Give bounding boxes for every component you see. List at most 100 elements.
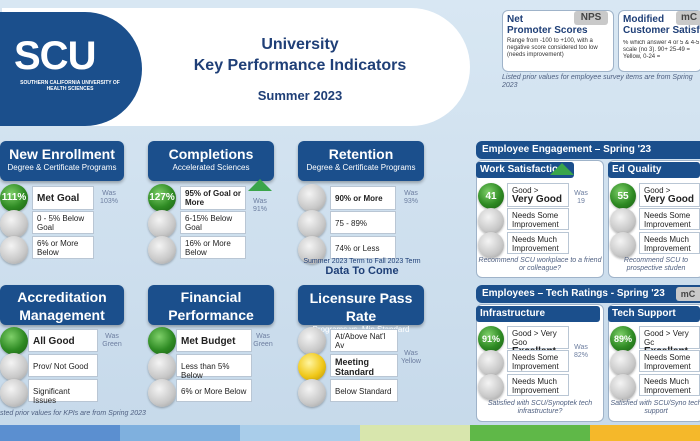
infra-yellow-light (478, 350, 504, 376)
completions-was: Was 91% (252, 198, 267, 213)
accreditation-row-3: Significant Issues (28, 379, 98, 405)
support-row-3: Needs Much Improvement (639, 374, 700, 396)
enrollment-row-3: 6% or More Below (32, 236, 94, 259)
tech-header: Employees – Tech Ratings - Spring '23 (476, 285, 700, 303)
prior-note-right: Listed prior values for employee survey … (502, 74, 693, 89)
work-row-2: Needs Some Improvement (507, 208, 569, 230)
nps-tag: NPS (574, 11, 608, 25)
retention-green-light (298, 184, 326, 212)
ed-yellow-light (610, 208, 636, 234)
accreditation-was: Was Green (102, 333, 122, 348)
bottom-strip-5 (470, 425, 590, 441)
completions-header: Completions Accelerated Sciences (148, 141, 274, 181)
licensure-row-3: Below Standard (330, 379, 398, 402)
title-line-2: Key Performance Indicators (193, 57, 407, 74)
bottom-strip-6 (590, 425, 700, 441)
enrollment-red-light (0, 236, 28, 264)
infra-red-light (478, 374, 504, 400)
completions-row-1: 95% of Goal or More (180, 186, 246, 210)
nps-description: Range from -100 to +100, with a negative… (507, 38, 598, 58)
accreditation-green-light (0, 327, 28, 355)
financial-header: Financial Performance (148, 285, 274, 325)
enrollment-row-1: Met Goal (32, 186, 94, 210)
financial-green-light (148, 327, 176, 355)
data-to-come: Data To Come (325, 265, 399, 277)
retention-footnote: Summer 2023 Term to Fall 2023 Term (303, 258, 421, 265)
licensure-row-2: Meeting Standard (330, 354, 398, 377)
completions-row-3: 16% or More Below (180, 236, 246, 259)
enrollment-yellow-light (0, 210, 28, 238)
ed-row-2: Needs Some Improvement (639, 208, 700, 230)
financial-row-3: 6% or More Below (176, 379, 252, 402)
tech-support-title: Tech Support (608, 306, 700, 322)
completions-yellow-light (148, 210, 176, 238)
accreditation-red-light (0, 379, 28, 407)
accreditation-yellow-light (0, 353, 28, 381)
title-line-1: University (261, 36, 339, 53)
work-red-light (478, 232, 504, 258)
retention-was: Was 93% (403, 190, 418, 205)
completions-green-light: 127% (148, 184, 176, 212)
completions-row-2: 6-15% Below Goal (180, 211, 246, 234)
support-yellow-light (610, 350, 636, 376)
financial-red-light (148, 379, 176, 407)
financial-row-2: Less than 5% Below (176, 354, 252, 380)
infra-green-light: 91% (478, 326, 504, 352)
support-row-1: Good > Very GcExcellent (639, 326, 700, 357)
completions-red-light (148, 236, 176, 264)
work-satisfaction-title: Work Satisfaction (476, 162, 574, 178)
ed-green-light: 55 (610, 183, 636, 209)
enrollment-row-2: 0 - 5% Below Goal (32, 211, 94, 234)
licensure-green-light (298, 327, 326, 355)
support-note: Satisfied with SCU/Syno tech support (610, 400, 700, 415)
work-note: Recommend SCU workplace to a friend or c… (478, 257, 602, 272)
enrollment-header: New Enrollment Degree & Certificate Progr… (0, 141, 124, 181)
ed-row-3: Needs Much Improvement (639, 232, 700, 254)
support-green-light: 89% (610, 326, 636, 352)
financial-row-1: Met Budget (176, 329, 252, 352)
ed-quality-title: Ed Quality (608, 162, 700, 178)
licensure-was: Was Yellow (401, 350, 421, 365)
up-arrow-icon (248, 179, 272, 191)
csat-description: % which answer 4 or 5 & 4-5 scale (no 3)… (623, 40, 700, 60)
logo-subtitle: SOUTHERN CALIFORNIA UNIVERSITY OF HEALTH… (20, 80, 120, 92)
licensure-red-light (298, 379, 326, 407)
bottom-strip-1 (0, 425, 120, 441)
infra-row-1: Good > Very GooExcellent (507, 326, 569, 357)
retention-header: Retention Degree & Certificate Programs (298, 141, 424, 181)
bottom-strip-2 (120, 425, 240, 441)
scu-logo (0, 12, 142, 126)
financial-yellow-light (148, 353, 176, 381)
infra-row-2: Needs Some Improvement (507, 350, 569, 372)
enrollment-green-light: 111% (0, 184, 28, 212)
retention-row-2: 75 - 89% (330, 211, 396, 234)
bottom-strip-3 (240, 425, 360, 441)
retention-row-3: 74% or Less (330, 236, 396, 259)
ed-note: Recommend SCU to prospective studen (623, 257, 689, 272)
ed-row-1: Good > Very Good (639, 183, 700, 207)
logo-letters: SCU (14, 34, 96, 78)
csat-tag: mC (676, 11, 700, 25)
licensure-header: Licensure Pass RatePrograms vs. Min Stan… (298, 285, 424, 334)
retention-red-light (298, 236, 326, 264)
infra-row-3: Needs Much Improvement (507, 374, 569, 396)
work-yellow-light (478, 208, 504, 234)
support-red-light (610, 374, 636, 400)
enrollment-was: Was 103% (100, 190, 118, 205)
csat-title: Modified Customer Satisfa (623, 14, 700, 36)
accreditation-row-2: Prov/ Not Good (28, 354, 98, 377)
tech-tag: mC (676, 287, 700, 301)
work-was: Was 19 (574, 190, 588, 205)
retention-row-1: 90% or More (330, 186, 396, 210)
accreditation-header: Accreditation Management (0, 285, 124, 325)
infra-was: Was 82% (573, 344, 588, 359)
work-green-light: 41 (478, 183, 504, 209)
up-arrow-icon (550, 163, 574, 175)
infra-note: Satisfied with SCU/Synoptek tech infrast… (487, 400, 593, 415)
licensure-row-1: At/Above Nat'l Av (330, 329, 398, 352)
term-label: Summer 2023 (257, 88, 343, 103)
financial-was: Was Green (253, 333, 273, 348)
page-title: University Key Performance Indicators (150, 34, 450, 76)
licensure-yellow-light (298, 353, 326, 381)
ed-red-light (610, 232, 636, 258)
